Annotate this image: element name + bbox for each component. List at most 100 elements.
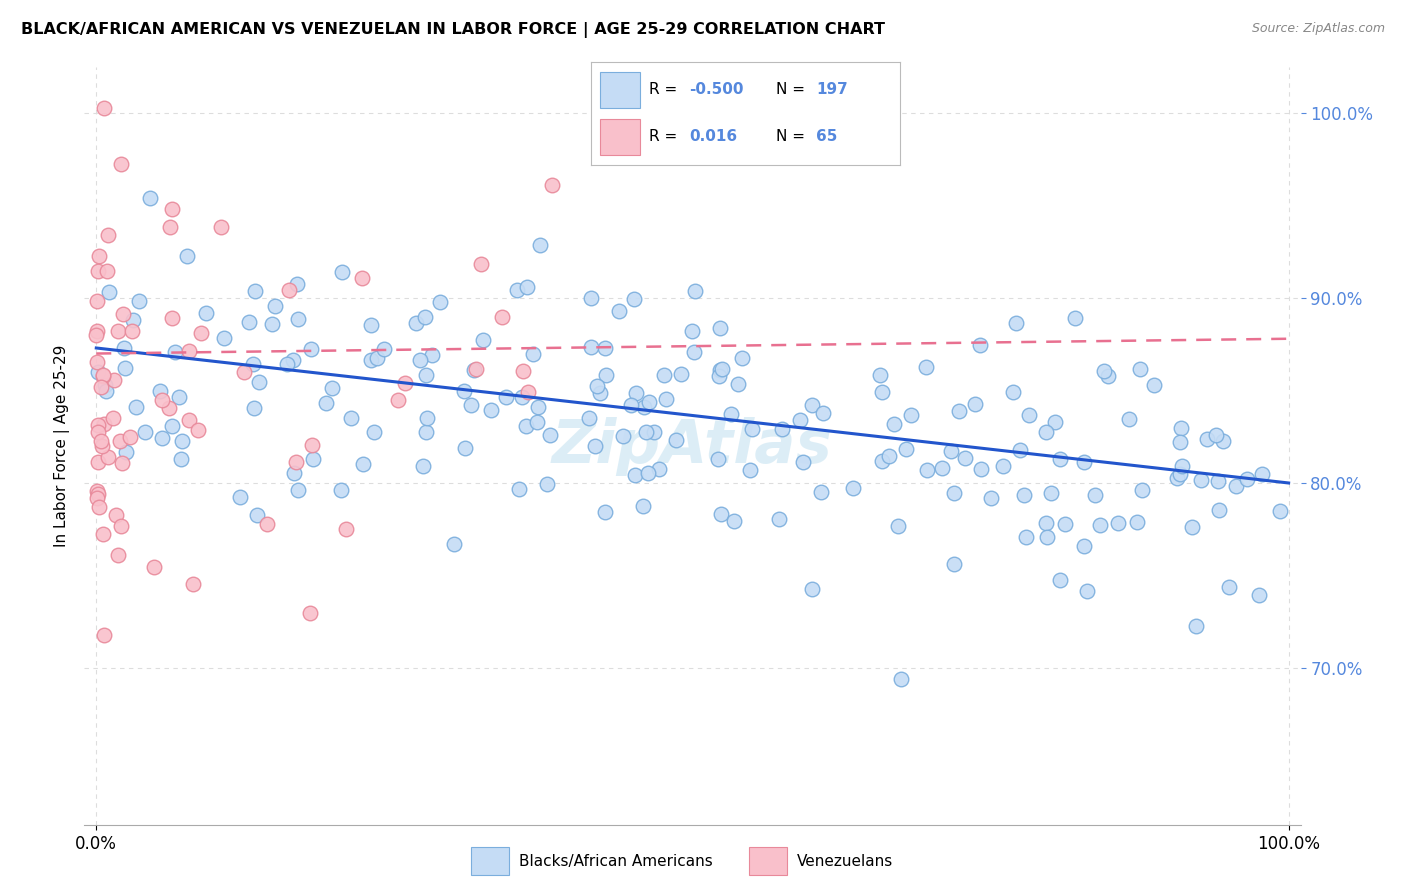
Point bbox=[412, 459, 434, 474]
Point bbox=[209, 219, 232, 234]
Point bbox=[118, 429, 141, 443]
Point bbox=[181, 577, 204, 591]
Point bbox=[152, 431, 174, 445]
Point bbox=[87, 500, 110, 515]
Point bbox=[541, 178, 564, 192]
Point bbox=[287, 311, 309, 326]
Point bbox=[578, 411, 600, 425]
Text: R =: R = bbox=[650, 82, 682, 97]
Point bbox=[108, 434, 131, 448]
Point bbox=[1035, 530, 1057, 544]
Point bbox=[506, 283, 529, 297]
Point bbox=[179, 344, 201, 359]
Bar bbox=[600, 71, 640, 108]
Point bbox=[915, 359, 938, 374]
Point bbox=[159, 219, 181, 234]
Point bbox=[110, 519, 132, 533]
Point bbox=[508, 482, 530, 496]
Point bbox=[472, 333, 495, 347]
Point bbox=[634, 425, 657, 440]
Point bbox=[170, 452, 193, 467]
Point bbox=[86, 491, 108, 505]
Point bbox=[671, 367, 693, 381]
Point bbox=[1205, 427, 1227, 442]
Point bbox=[870, 454, 893, 468]
Point bbox=[315, 396, 337, 410]
Point bbox=[491, 310, 513, 324]
Point bbox=[526, 415, 548, 429]
Point bbox=[1195, 432, 1218, 446]
Point bbox=[84, 327, 107, 342]
Point bbox=[512, 364, 534, 378]
Point bbox=[134, 425, 156, 440]
Point bbox=[1073, 539, 1095, 553]
Point bbox=[643, 425, 665, 440]
Point bbox=[631, 499, 654, 513]
Point bbox=[460, 398, 482, 412]
Point bbox=[107, 324, 129, 338]
Point bbox=[583, 439, 606, 453]
Point bbox=[1189, 473, 1212, 487]
Point bbox=[1143, 378, 1166, 392]
Point bbox=[510, 390, 533, 404]
Point bbox=[212, 330, 235, 344]
Point bbox=[429, 295, 451, 310]
Point bbox=[329, 483, 352, 497]
Point bbox=[87, 486, 110, 500]
Point bbox=[682, 345, 704, 359]
Point bbox=[112, 341, 135, 355]
Point bbox=[105, 508, 128, 522]
Point bbox=[623, 292, 645, 306]
Point bbox=[283, 466, 305, 480]
Point bbox=[86, 355, 108, 369]
Point bbox=[915, 463, 938, 477]
Point bbox=[792, 455, 814, 469]
Point bbox=[93, 101, 115, 115]
Point bbox=[637, 395, 659, 409]
Point bbox=[953, 451, 976, 466]
Point bbox=[970, 461, 993, 475]
Bar bbox=[600, 119, 640, 155]
Point bbox=[540, 427, 562, 442]
Point bbox=[1035, 516, 1057, 530]
Point bbox=[683, 284, 706, 298]
Point bbox=[1018, 408, 1040, 422]
Text: N =: N = bbox=[776, 129, 810, 145]
Point bbox=[373, 342, 395, 356]
Point bbox=[969, 338, 991, 352]
Point bbox=[276, 357, 298, 371]
Point bbox=[991, 458, 1014, 473]
Point bbox=[633, 400, 655, 414]
Point bbox=[94, 384, 117, 398]
Point bbox=[90, 380, 112, 394]
Text: N =: N = bbox=[776, 82, 810, 97]
Bar bbox=[471, 847, 509, 875]
Point bbox=[595, 368, 617, 383]
Point bbox=[894, 442, 917, 456]
Point bbox=[160, 419, 183, 434]
Point bbox=[470, 257, 492, 271]
Point bbox=[789, 413, 811, 427]
Point bbox=[97, 450, 120, 464]
Point bbox=[1247, 588, 1270, 602]
Point bbox=[586, 379, 609, 393]
Point bbox=[160, 310, 183, 325]
Point bbox=[464, 362, 486, 376]
Point bbox=[890, 672, 912, 686]
Point bbox=[111, 456, 134, 470]
Point bbox=[1168, 435, 1191, 450]
Point bbox=[463, 363, 485, 377]
Point bbox=[1225, 478, 1247, 492]
Point bbox=[495, 391, 517, 405]
Point bbox=[243, 401, 266, 416]
Point bbox=[93, 417, 115, 431]
Point bbox=[637, 467, 659, 481]
Point bbox=[301, 438, 323, 452]
Point bbox=[1208, 503, 1230, 517]
Point bbox=[97, 285, 120, 300]
Point bbox=[810, 485, 832, 500]
Point bbox=[110, 157, 132, 171]
Point bbox=[86, 484, 108, 499]
Text: 0.016: 0.016 bbox=[689, 129, 738, 145]
Point bbox=[360, 318, 382, 332]
